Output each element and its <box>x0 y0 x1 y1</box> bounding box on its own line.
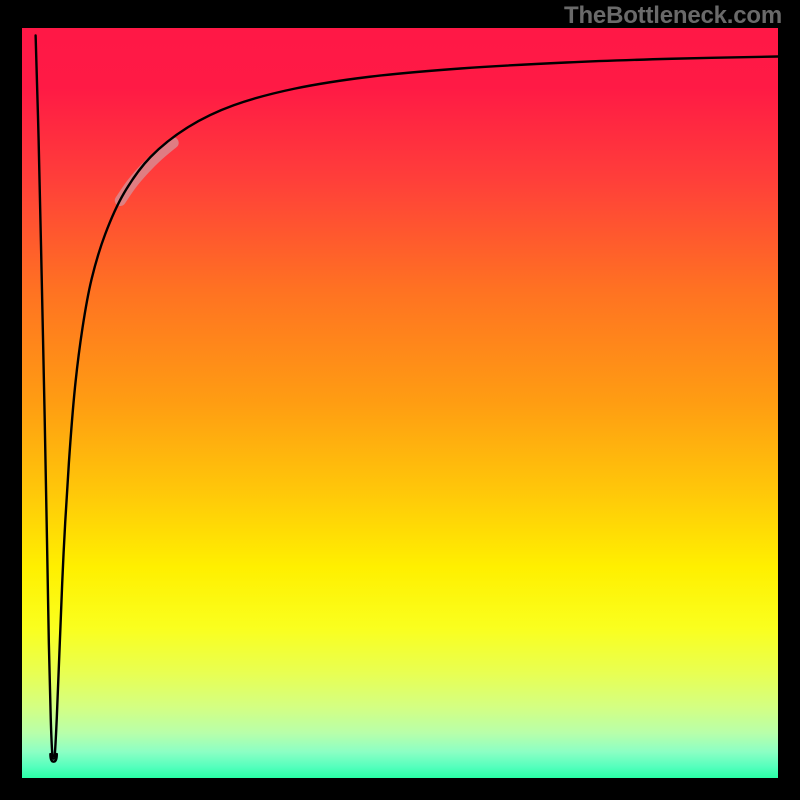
bottleneck-curve <box>36 36 778 759</box>
chart-container: TheBottleneck.com <box>0 0 800 800</box>
watermark-text: TheBottleneck.com <box>564 2 782 30</box>
highlight-segment <box>120 143 173 201</box>
bottleneck-curve-svg <box>22 28 778 778</box>
plot-area <box>22 28 778 778</box>
